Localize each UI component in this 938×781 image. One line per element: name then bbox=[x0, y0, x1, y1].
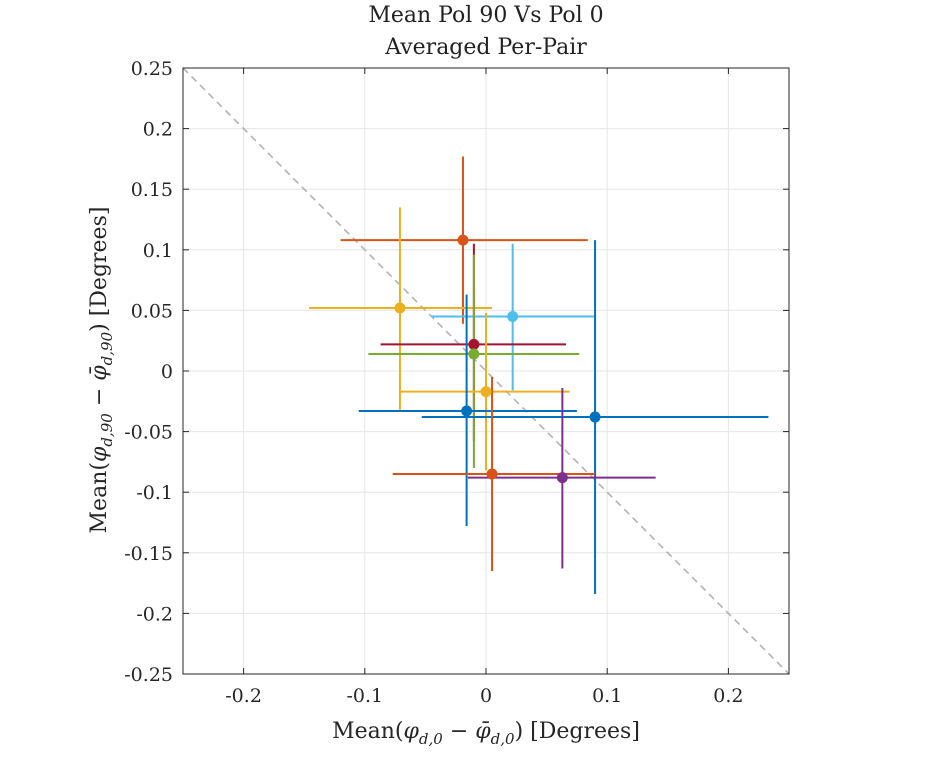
data-point bbox=[457, 234, 469, 246]
reference-line-group bbox=[182, 67, 790, 675]
x-tick-labels: -0.2 -0.1 0 0.1 0.2 bbox=[225, 685, 743, 707]
y-tick-label: 0.05 bbox=[131, 300, 173, 322]
data-point bbox=[507, 310, 519, 322]
data-point bbox=[394, 302, 406, 314]
x-tick-label: 0 bbox=[480, 685, 492, 707]
y-tick-labels: -0.25 -0.2 -0.15 -0.1 -0.05 0 0.05 0.1 0.15 0.2 0.… bbox=[124, 58, 173, 686]
x-tick-label: -0.2 bbox=[225, 685, 262, 707]
y-tick-label: -0.05 bbox=[124, 422, 173, 444]
data-point bbox=[461, 405, 473, 417]
y-tick-label: -0.1 bbox=[136, 482, 173, 504]
x-tick-label: 0.2 bbox=[713, 685, 743, 707]
y-tick-label: -0.15 bbox=[124, 543, 173, 565]
y-tick-label: 0.15 bbox=[131, 179, 173, 201]
data-point bbox=[468, 348, 480, 360]
error-bars bbox=[309, 156, 769, 595]
x-tick-label: -0.1 bbox=[346, 685, 383, 707]
reference-line bbox=[182, 67, 790, 675]
y-tick-label: -0.25 bbox=[124, 664, 173, 686]
y-tick-label: 0 bbox=[161, 361, 173, 383]
data-point bbox=[556, 472, 568, 484]
y-tick-label: -0.2 bbox=[136, 603, 173, 625]
data-point bbox=[589, 411, 601, 423]
data-point bbox=[468, 338, 480, 350]
y-tick-label: 0.2 bbox=[143, 119, 173, 141]
x-tick-label: 0.1 bbox=[592, 685, 622, 707]
data-point bbox=[486, 468, 498, 480]
y-tick-label: 0.25 bbox=[131, 58, 173, 80]
data-points bbox=[394, 234, 601, 484]
y-axis-label: Mean(φd,90 − φ̄d,90) [Degrees] bbox=[87, 207, 116, 534]
y-tick-label: 0.1 bbox=[143, 240, 173, 262]
axis-ticks bbox=[183, 67, 789, 675]
x-axis-label: Mean(φd,0 − φ̄d,0) [Degrees] bbox=[332, 719, 640, 748]
chart-title-line-2: Averaged Per-Pair bbox=[384, 35, 587, 60]
data-point bbox=[480, 386, 492, 398]
chart-title-line-1: Mean Pol 90 Vs Pol 0 bbox=[368, 3, 603, 28]
